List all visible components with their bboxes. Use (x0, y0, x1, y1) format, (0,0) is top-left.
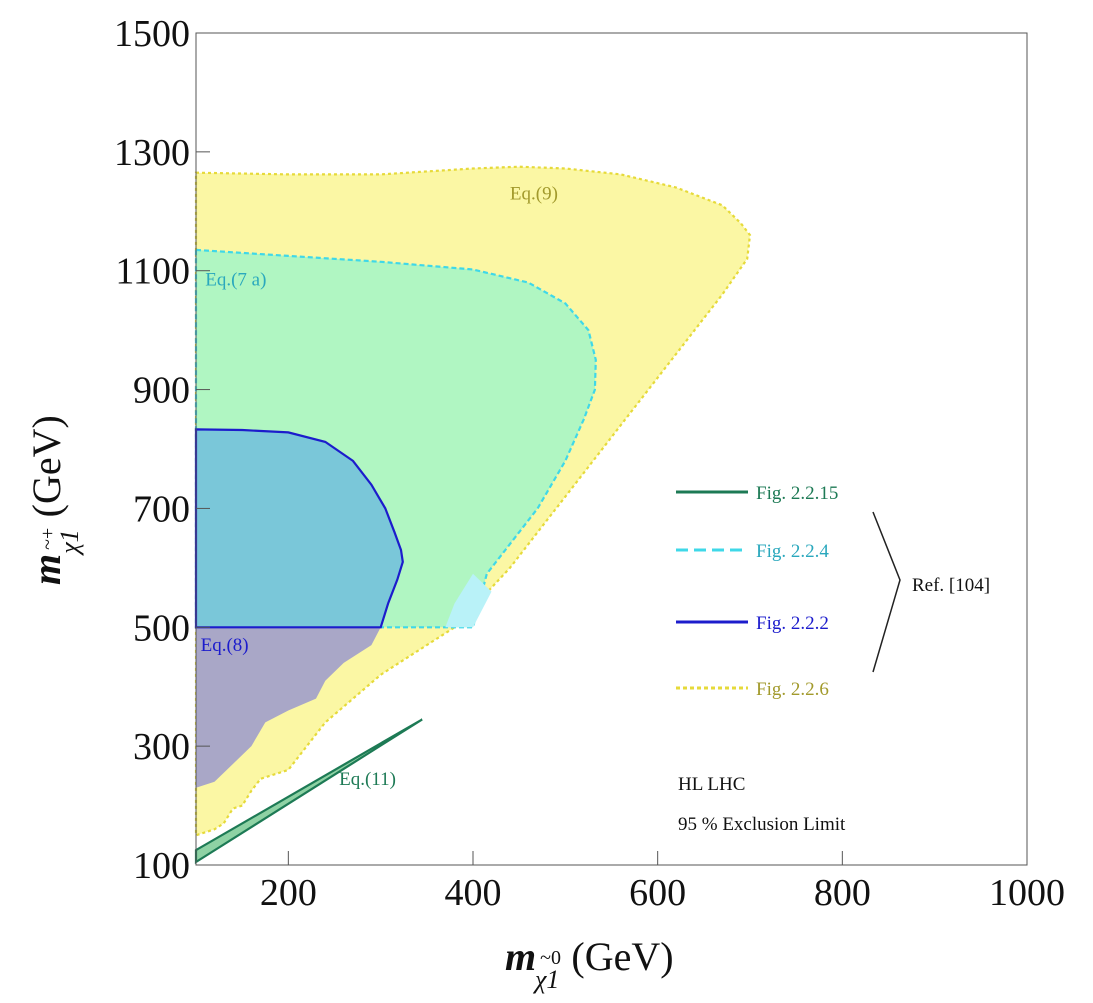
x-axis-title: m ~0 χ1(GeV) (505, 934, 674, 994)
reference-label: Ref. [104] (912, 575, 990, 596)
y-tick-label-700: 700 (133, 488, 190, 530)
y-tick-label-1300: 1300 (114, 132, 190, 174)
legend-bracket (872, 511, 901, 673)
x-tick-label-400: 400 (445, 872, 502, 914)
y-tick-label-500: 500 (133, 607, 190, 649)
annotation-exclusion: 95 % Exclusion Limit (678, 814, 846, 835)
region-label-5: Eq.(11) (339, 769, 396, 790)
x-tick-label-800: 800 (814, 872, 871, 914)
region-2 (445, 573, 492, 628)
y-tick-label-1500: 1500 (114, 13, 190, 55)
region-label-4: Eq.(8) (201, 635, 249, 656)
region-3 (196, 627, 381, 788)
plot-frame (195, 32, 1028, 866)
x-tick-label-1000: 1000 (989, 872, 1065, 914)
region-4 (194, 428, 404, 629)
y-tick-label-900: 900 (133, 370, 190, 412)
legend-label-0: Fig. 2.2.15 (756, 483, 838, 504)
legend-label-3: Fig. 2.2.6 (756, 679, 829, 700)
x-tick-label-600: 600 (629, 872, 686, 914)
region-label-0: Eq.(9) (510, 183, 558, 204)
y-tick-label-300: 300 (133, 726, 190, 768)
legend-label-2: Fig. 2.2.2 (756, 613, 829, 634)
legend-label-1: Fig. 2.2.4 (756, 541, 829, 562)
region-label-1: Eq.(7 a) (205, 270, 266, 291)
x-tick-label-200: 200 (260, 872, 317, 914)
y-tick-label-100: 100 (133, 845, 190, 887)
y-tick-label-1100: 1100 (115, 251, 190, 293)
y-axis-title: m~+χ1(GeV) (24, 415, 84, 585)
annotation-hl-lhc: HL LHC (678, 774, 745, 795)
